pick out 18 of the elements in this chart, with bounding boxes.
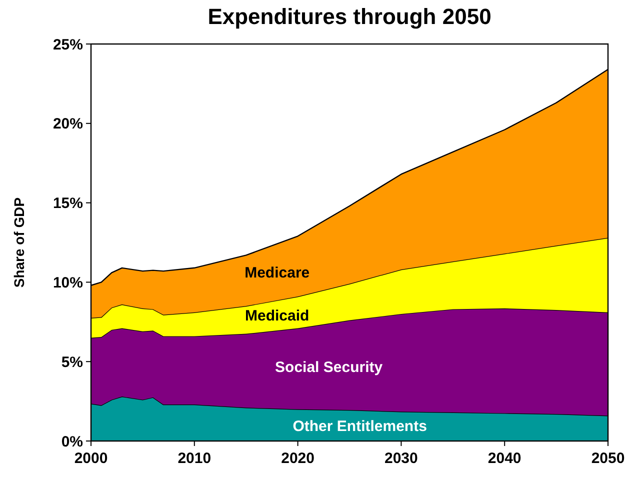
y-tick-label: 15% [52,195,83,212]
y-axis-title: Share of GDP [11,197,27,288]
x-tick-label: 2010 [178,450,212,467]
y-tick-label: 0% [61,433,83,450]
y-tick-label: 10% [52,274,83,292]
x-tick-label: 2040 [488,450,522,467]
series-label: Other Entitlements [292,418,427,435]
y-tick-label: 20% [52,116,83,133]
x-tick-label: 2050 [591,450,625,467]
chart-title: Expenditures through 2050 [208,4,492,29]
y-tick-label: 25% [52,36,83,54]
x-tick-label: 2020 [281,450,314,467]
x-tick-label: 2030 [384,450,418,467]
series-label: Social Security [275,358,384,376]
y-tick-label: 5% [61,354,83,371]
series-label: Medicaid [245,308,310,325]
series-label: Medicare [244,264,310,282]
x-tick-label: 2000 [74,450,108,467]
